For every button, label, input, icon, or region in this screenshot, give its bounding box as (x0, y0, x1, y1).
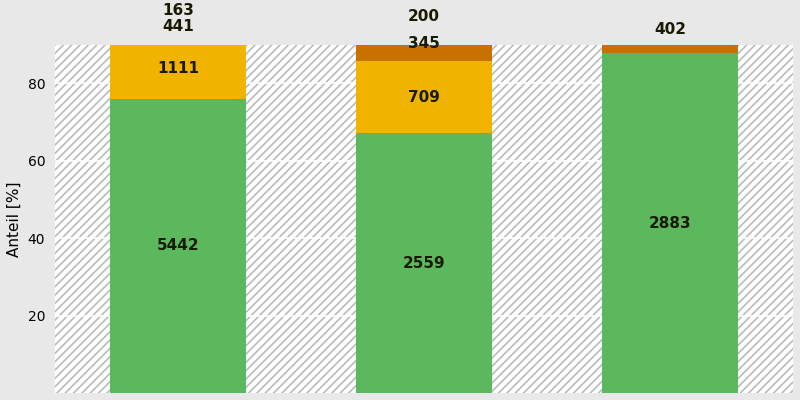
Bar (602, 6, 738, 54)
Text: 402: 402 (654, 22, 686, 37)
Bar (356, 133, 492, 393)
Bar (110, 6, 246, 15)
Text: 5442: 5442 (157, 238, 199, 254)
Bar (356, 26, 492, 61)
Bar (110, 15, 246, 39)
Y-axis label: Anteil [%]: Anteil [%] (7, 181, 22, 257)
Text: 709: 709 (408, 90, 440, 105)
Text: 200: 200 (408, 9, 440, 24)
Bar (356, 61, 492, 133)
Bar (110, 99, 246, 393)
Text: 2559: 2559 (402, 256, 446, 271)
Text: 2883: 2883 (649, 216, 691, 231)
Text: 441: 441 (162, 19, 194, 34)
Text: 345: 345 (408, 36, 440, 51)
Bar (602, 54, 738, 393)
Bar (110, 39, 246, 99)
Text: 1111: 1111 (157, 61, 199, 76)
Bar (356, 6, 492, 26)
Text: 163: 163 (162, 3, 194, 18)
